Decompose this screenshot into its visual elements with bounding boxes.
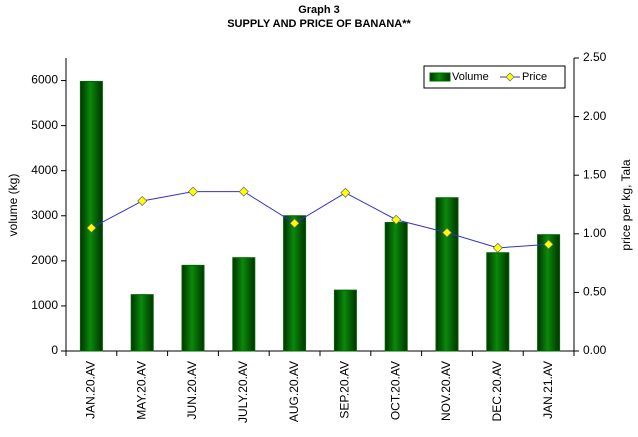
chart-title: Graph 3 xyxy=(298,4,340,16)
bar xyxy=(384,222,408,352)
price-marker xyxy=(340,187,351,198)
y-tick-label: 1000 xyxy=(31,298,58,312)
price-marker xyxy=(238,186,249,197)
price-marker xyxy=(289,218,300,229)
y-tick-label: 3000 xyxy=(31,208,58,222)
price-line xyxy=(91,191,549,249)
x-tick-label: MAY.20.AV xyxy=(134,361,148,420)
x-tick-label: SEP.20.AV xyxy=(338,361,352,419)
y2-tick-label: 1.00 xyxy=(583,226,607,240)
bar xyxy=(333,289,357,352)
x-tick-label: OCT.20.AV xyxy=(388,361,402,420)
x-tick-label: JUN.20.AV xyxy=(185,361,199,419)
price-marker xyxy=(543,239,554,250)
bar xyxy=(283,215,307,352)
chart-subtitle: SUPPLY AND PRICE OF BANANA** xyxy=(227,18,411,30)
price-marker xyxy=(188,186,198,197)
y2-tick-label: 1.50 xyxy=(583,167,607,181)
legend-box xyxy=(423,65,566,89)
bar xyxy=(232,257,256,352)
x-tick-label: NOV.20.AV xyxy=(439,361,453,421)
x-tick-label: JULY.20.AV xyxy=(236,361,250,423)
legend-swatch xyxy=(429,72,451,82)
legend-label: Price xyxy=(522,71,547,83)
bar xyxy=(181,264,205,352)
bar xyxy=(435,197,459,352)
x-tick-label: DEC.20.AV xyxy=(490,361,504,421)
y2-axis-label: price per kg, Tala xyxy=(619,159,633,250)
price-marker xyxy=(391,214,402,225)
y-tick-label: 5000 xyxy=(31,118,58,132)
y-tick-label: 4000 xyxy=(31,163,58,177)
y-axis-label: volume (kg) xyxy=(6,174,20,237)
bar xyxy=(79,80,103,352)
y-tick-label: 2000 xyxy=(31,253,58,267)
bar xyxy=(130,294,154,352)
x-tick-label: AUG.20.AV xyxy=(287,361,301,422)
price-marker xyxy=(492,242,503,253)
y2-tick-label: 0.50 xyxy=(583,285,607,299)
price-marker xyxy=(137,195,148,206)
y-tick-label: 6000 xyxy=(31,73,58,87)
y2-tick-label: 0.00 xyxy=(583,343,607,357)
legend-label: Volume xyxy=(452,71,489,83)
legend-marker xyxy=(505,72,515,82)
x-tick-label: JAN.20.AV xyxy=(84,361,98,419)
bar xyxy=(537,234,561,352)
y2-tick-label: 2.00 xyxy=(583,109,607,123)
price-marker xyxy=(442,227,452,238)
y-tick-label: 0 xyxy=(51,343,58,357)
price-marker xyxy=(86,222,97,233)
bar xyxy=(486,252,510,352)
x-tick-label: JAN.21.AV xyxy=(541,361,555,419)
y2-tick-label: 2.50 xyxy=(583,50,607,64)
